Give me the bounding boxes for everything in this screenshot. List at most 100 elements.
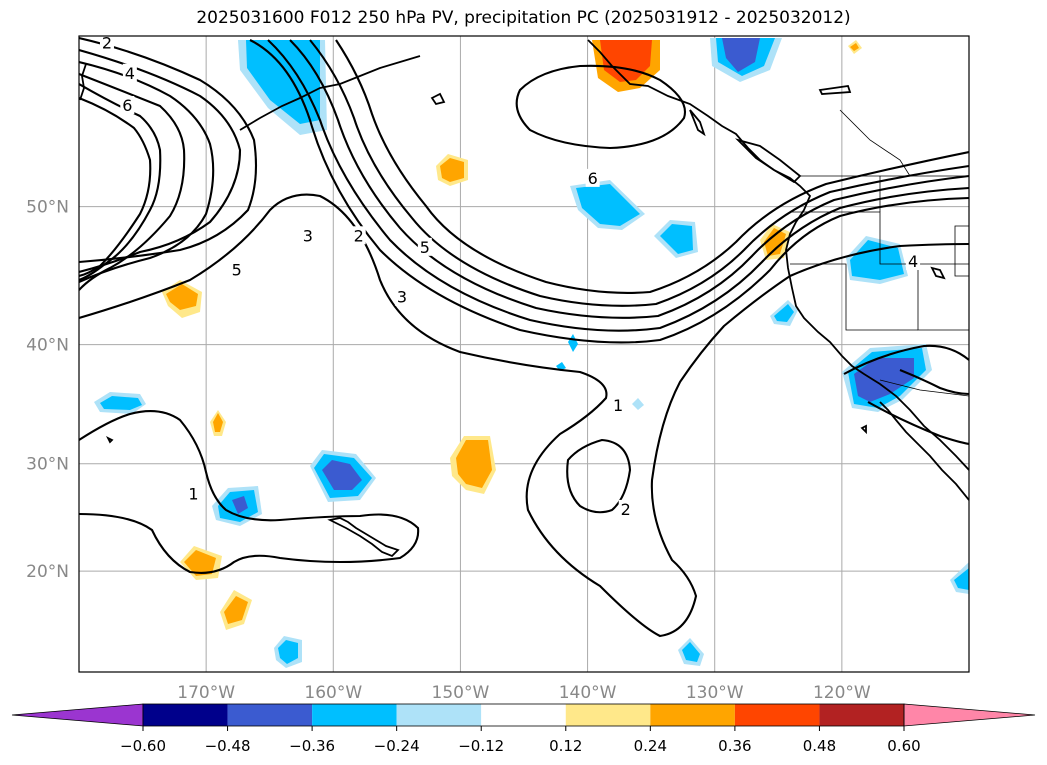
colorbar: −0.60 −0.48 −0.36 −0.24 −0.12 0.12 0.24 0.36 0.4…	[11, 703, 1036, 755]
coastline-alaska-arc	[239, 55, 421, 131]
border-state	[954, 225, 969, 277]
contour-label: 2	[102, 34, 112, 53]
coastline-gulf-california	[879, 401, 969, 501]
shade-blob-neg	[682, 642, 700, 662]
contour-label: 6	[588, 169, 598, 188]
lon-tick-label: 170°W	[177, 683, 235, 703]
contour-label: 4	[125, 64, 135, 83]
contour-label-bg	[417, 237, 432, 256]
pv-contour-line	[79, 97, 152, 278]
lat-tick-label: 50°N	[26, 198, 69, 218]
map-gridlines	[79, 36, 969, 672]
coastlines	[79, 39, 969, 558]
contour-label-bg	[122, 63, 137, 82]
colorbar-segment	[312, 704, 397, 726]
colorbar-tick-label: −0.60	[120, 737, 166, 755]
colorbar-tick-label: −0.48	[205, 737, 251, 755]
colorbar-segment	[227, 704, 313, 726]
contour-label: 6	[122, 96, 132, 115]
shade-blob-neg	[576, 184, 640, 226]
contour-label: 1	[613, 396, 623, 415]
colorbar-segment	[819, 704, 904, 726]
lat-tick-label: 40°N	[26, 336, 69, 356]
pv-contour-line	[79, 193, 969, 638]
shade-blob-pos	[213, 413, 223, 432]
pv-contour-line	[289, 39, 969, 319]
pv-contour-line	[79, 410, 420, 574]
contour-label-bg	[351, 226, 366, 245]
pv-contour-line	[267, 39, 969, 332]
pv-contour-line	[309, 39, 969, 307]
coastline-baja-island	[860, 424, 867, 435]
contour-label: 1	[188, 485, 198, 504]
colorbar-segment	[396, 704, 482, 726]
shade-blob-neg	[322, 460, 362, 490]
coastline-vancouver-island	[734, 138, 802, 184]
shade-blob-neg	[722, 38, 760, 72]
contour-label-bg	[99, 33, 114, 52]
border-us-mexico	[879, 379, 969, 397]
contour-label: 5	[232, 260, 242, 279]
contour-label-bg	[618, 499, 633, 518]
contour-label-bg	[394, 287, 409, 306]
shade-blob-pos	[764, 228, 786, 256]
pv-contour-line	[843, 344, 969, 375]
coastline-island	[105, 435, 114, 444]
coastline-island	[818, 85, 852, 95]
coastline-island	[430, 92, 446, 106]
coastline-bering	[79, 63, 87, 101]
pv-contour-line	[515, 64, 686, 150]
shade-blob-pos	[224, 596, 248, 624]
pv-contour-line	[79, 73, 186, 291]
shade-blob-neg	[246, 40, 320, 124]
colorbar-tick-label: −0.12	[458, 737, 504, 755]
pv-contour-line	[335, 39, 969, 294]
pv-contour-line	[79, 48, 242, 274]
shade-blob-neg	[632, 398, 644, 410]
pv-contour-line	[867, 401, 969, 446]
colorbar-tick-label: −0.36	[289, 737, 335, 755]
colorbar-segment	[565, 704, 651, 726]
border-province	[839, 109, 911, 177]
contour-label: 3	[303, 226, 313, 245]
colorbar-outline	[142, 703, 905, 727]
shade-blob-neg	[954, 568, 969, 590]
shade-blob-pos	[456, 440, 492, 488]
contour-label-bg	[585, 168, 600, 187]
coastline-queen-charlotte	[689, 109, 706, 137]
contour-label: 2	[354, 226, 364, 245]
pv-contour-line	[249, 39, 969, 344]
colorbar-extend-high	[903, 703, 1036, 727]
shade-blob-neg	[100, 396, 142, 410]
lon-tick-label: 160°W	[304, 683, 362, 703]
colorbar-segment	[650, 704, 735, 726]
pv-contour-line	[79, 60, 215, 283]
colorbar-tick-label: 0.12	[549, 737, 582, 755]
colorbar-tick-label: 0.60	[887, 737, 920, 755]
contour-label-bg	[906, 252, 921, 271]
border-state	[790, 211, 969, 265]
colorbar-segment	[143, 704, 228, 726]
lat-tick-label: 20°N	[26, 562, 69, 582]
map-frame	[78, 35, 970, 673]
border-state	[917, 264, 969, 331]
lon-tick-label: 150°W	[432, 683, 490, 703]
shade-blob-neg	[232, 496, 248, 514]
map-axis-labels: 170°W 160°W 150°W 140°W 130°W 120°W 20°N 30°N 40…	[26, 198, 871, 703]
shade-blob-neg	[660, 224, 693, 254]
pv-contour-line	[899, 369, 969, 396]
coastline-north-america	[587, 39, 969, 471]
shade-blob-neg	[568, 334, 578, 352]
contour-label: 2	[621, 500, 631, 519]
shade-blob-pos	[850, 43, 859, 51]
shade-blob-neg	[774, 304, 794, 322]
colorbar-tick-label: −0.24	[374, 737, 420, 755]
shade-blob-neg	[278, 640, 298, 664]
colorbar-tick-label: 0.24	[634, 737, 667, 755]
colorbar-extend-low	[11, 703, 144, 727]
coastline-island	[930, 266, 946, 280]
colorbar-segment	[734, 704, 820, 726]
colorbar-tick-label: 0.48	[803, 737, 836, 755]
shade-blob-neg	[850, 240, 904, 280]
